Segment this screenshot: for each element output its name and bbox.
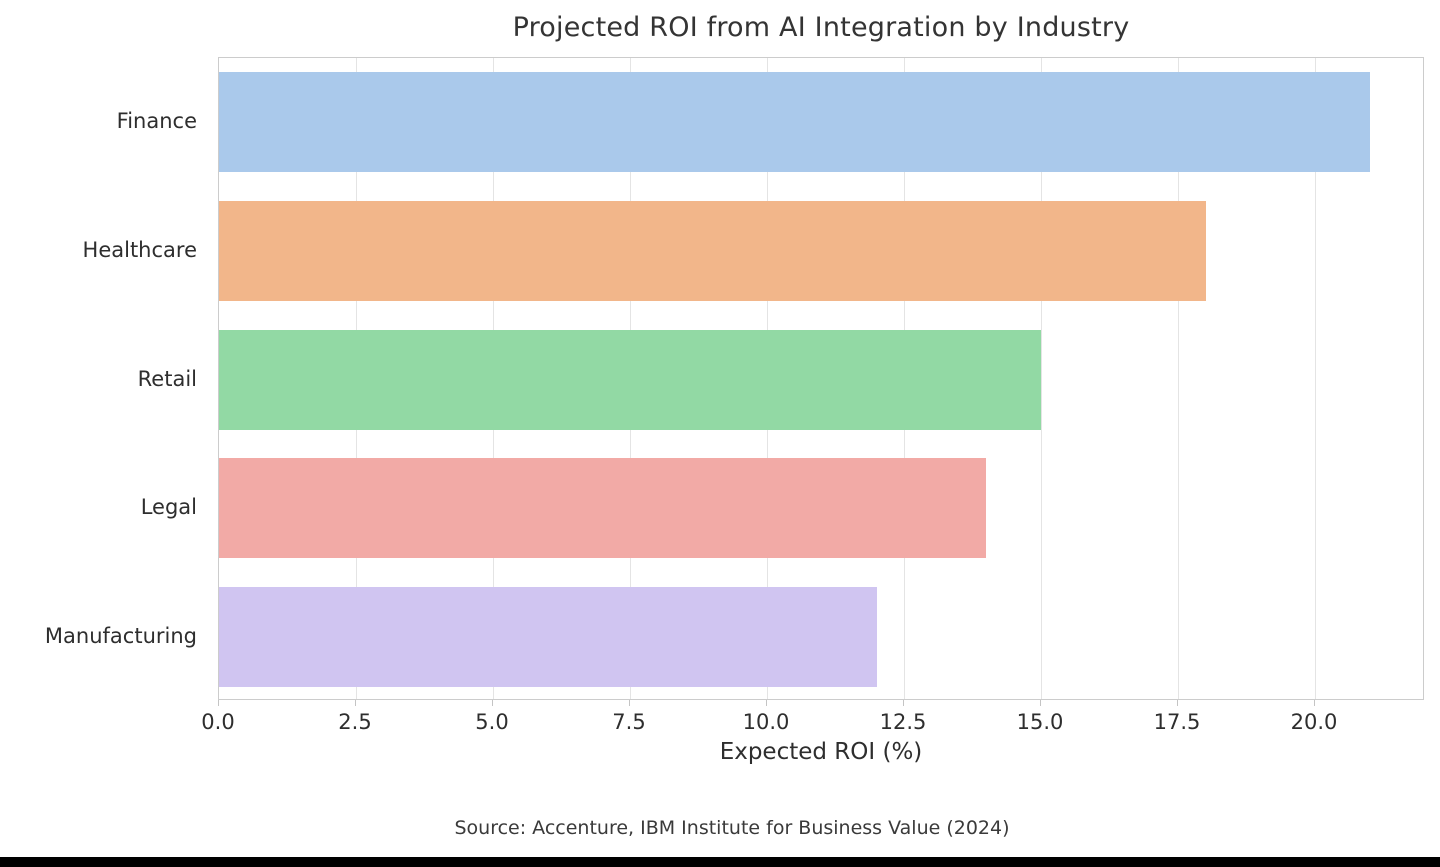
x-tick-label: 0.0	[201, 710, 235, 734]
x-gridline	[1315, 58, 1316, 699]
x-tick-label: 7.5	[612, 710, 646, 734]
x-tick-mark	[492, 700, 493, 706]
bar-legal	[219, 458, 986, 558]
x-axis-title: Expected ROI (%)	[719, 739, 923, 765]
x-tick-mark	[903, 700, 904, 706]
x-tick-label: 15.0	[1016, 710, 1064, 734]
x-tick-mark	[355, 700, 356, 706]
x-tick-mark	[218, 700, 219, 706]
x-tick-label: 5.0	[475, 710, 509, 734]
x-tick-label: 20.0	[1290, 710, 1338, 734]
x-tick-label: 12.5	[879, 710, 927, 734]
bar-manufacturing	[219, 587, 877, 687]
bar-retail	[219, 330, 1041, 430]
x-tick-label: 2.5	[338, 710, 372, 734]
bottom-black-bar	[0, 857, 1440, 867]
x-tick-label: 10.0	[742, 710, 790, 734]
bar-finance	[219, 72, 1370, 172]
x-tick-mark	[766, 700, 767, 706]
x-tick-mark	[1040, 700, 1041, 706]
y-tick-label: Retail	[137, 367, 197, 391]
x-gridline	[1178, 58, 1179, 699]
y-tick-label: Legal	[140, 495, 197, 519]
y-tick-label: Healthcare	[82, 238, 197, 262]
source-caption: Source: Accenture, IBM Institute for Bus…	[454, 817, 1010, 839]
plot-area	[218, 57, 1424, 700]
bar-healthcare	[219, 201, 1206, 301]
chart-title: Projected ROI from AI Integration by Ind…	[512, 12, 1130, 43]
y-tick-label: Finance	[116, 109, 197, 133]
x-tick-label: 17.5	[1153, 710, 1201, 734]
x-tick-mark	[1314, 700, 1315, 706]
y-tick-label: Manufacturing	[44, 624, 197, 648]
x-tick-mark	[1177, 700, 1178, 706]
x-tick-mark	[629, 700, 630, 706]
x-gridline	[1041, 58, 1042, 699]
